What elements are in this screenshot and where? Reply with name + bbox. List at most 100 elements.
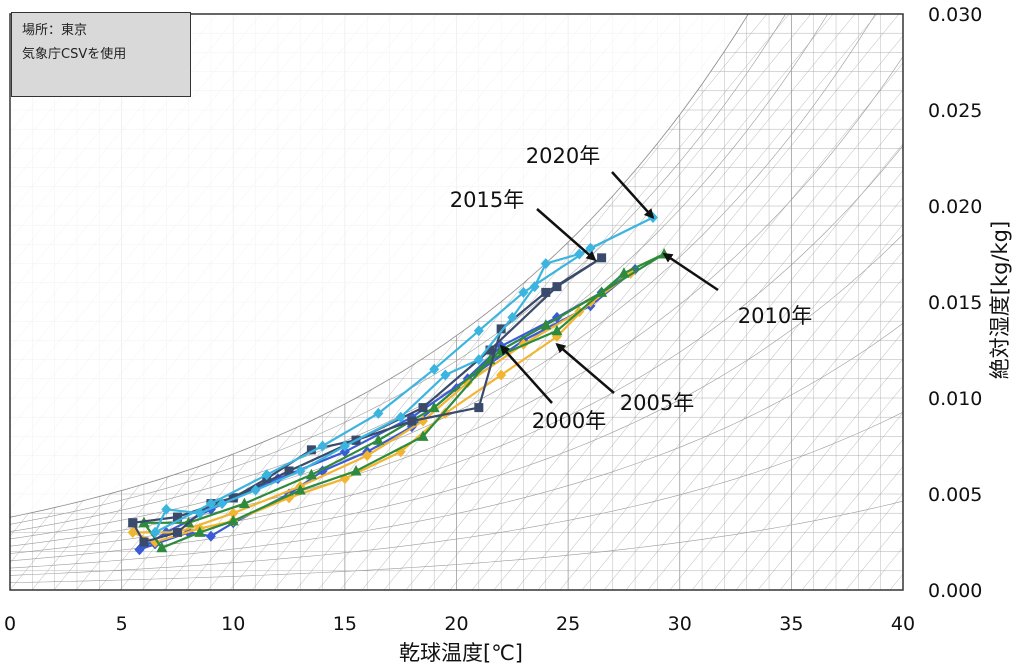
rh-curve <box>10 323 903 569</box>
x-tick-label: 0 <box>4 613 16 635</box>
data-point <box>597 253 607 263</box>
data-point <box>217 498 228 510</box>
y-axis-ticks: 0.000 0.005 0.010 0.015 0.020 0.025 0.030 <box>928 4 982 602</box>
enthalpy-gridline <box>581 197 903 590</box>
annotation-arrow <box>499 344 553 404</box>
data-point <box>350 464 362 476</box>
x-tick-label: 35 <box>779 613 803 635</box>
data-point <box>418 403 428 413</box>
x-axis-title: 乾球温度[℃] <box>399 641 523 665</box>
y-tick-label: 0.005 <box>928 484 982 506</box>
enthalpy-gridline <box>625 250 903 590</box>
enthalpy-gridline <box>405 14 878 590</box>
annotation-arrow <box>536 208 597 262</box>
data-point <box>529 281 540 293</box>
data-point <box>227 514 239 526</box>
psychrometric-grid <box>10 14 903 590</box>
annotation-label: 2020年 <box>526 144 600 168</box>
enthalpy-gridline <box>757 412 903 590</box>
data-point <box>362 450 373 462</box>
data-point <box>156 541 168 553</box>
x-tick-label: 10 <box>221 613 245 635</box>
data-point <box>205 498 216 510</box>
data-point <box>128 518 138 528</box>
data-point <box>134 544 145 556</box>
data-point <box>150 526 161 538</box>
enthalpy-gridline <box>449 35 903 590</box>
enthalpy-gridline <box>647 277 903 590</box>
rh-curve <box>10 14 876 540</box>
y-tick-label: 0.015 <box>928 292 982 314</box>
data-point <box>172 527 182 537</box>
data-point <box>305 468 317 480</box>
source-label: 気象庁CSVを使用 <box>22 47 127 62</box>
data-point <box>440 369 451 381</box>
location-label: 場所：東京 <box>22 23 88 38</box>
enthalpy-gridline <box>493 89 903 590</box>
rh-curve <box>10 14 786 525</box>
enthalpy-gridline <box>691 331 903 590</box>
data-point <box>540 319 552 330</box>
enthalpy-gridline <box>669 304 903 590</box>
data-point <box>194 507 205 519</box>
data-point <box>194 526 206 537</box>
data-point <box>250 484 261 496</box>
data-point <box>574 248 585 260</box>
rh-curve <box>10 56 903 547</box>
info-box: 場所：東京 気象庁CSVを使用 <box>11 12 191 97</box>
data-point <box>507 311 518 323</box>
y-tick-label: 0.010 <box>928 388 982 410</box>
data-point <box>395 411 406 423</box>
data-point <box>294 484 306 495</box>
annotation-label: 2015年 <box>450 188 524 212</box>
x-tick-label: 15 <box>333 613 357 635</box>
annotation-arrow <box>662 252 719 292</box>
y-tick-label: 0.000 <box>928 580 982 602</box>
data-point <box>417 430 429 441</box>
x-tick-label: 20 <box>444 613 468 635</box>
enthalpy-gridline <box>515 116 903 590</box>
data-point <box>228 507 239 519</box>
annotation-label: 2010年 <box>738 304 812 328</box>
rh-curve <box>10 234 903 562</box>
x-tick-label: 40 <box>891 613 915 635</box>
rh-curve <box>10 500 903 584</box>
data-point <box>540 258 551 270</box>
y-tick-label: 0.020 <box>928 196 982 218</box>
data-point <box>496 369 507 381</box>
data-point <box>551 324 563 336</box>
rh-curve <box>10 145 903 554</box>
rh-curve <box>10 411 903 576</box>
data-point <box>428 401 440 413</box>
enthalpy-gridline <box>603 223 903 590</box>
data-point <box>485 345 495 355</box>
data-point <box>473 354 484 366</box>
data-point <box>473 325 484 337</box>
data-point <box>205 530 216 542</box>
enthalpy-gridline <box>735 385 903 590</box>
data-point <box>496 324 506 334</box>
data-point <box>317 440 328 452</box>
data-point <box>284 466 294 476</box>
series-line <box>154 216 655 534</box>
y-tick-label: 0.025 <box>928 100 982 122</box>
enthalpy-gridline <box>779 439 903 590</box>
annotation-label: 2005年 <box>620 391 694 415</box>
data-point <box>172 512 182 522</box>
annotation-label: 2000年 <box>532 409 606 433</box>
enthalpy-gridline <box>537 143 903 590</box>
data-point <box>161 503 172 515</box>
data-point <box>295 465 306 477</box>
enthalpy-gridline <box>559 170 903 590</box>
x-tick-label: 30 <box>668 613 692 635</box>
x-tick-label: 25 <box>556 613 580 635</box>
data-point <box>541 287 551 297</box>
annotation-arrow <box>611 171 655 220</box>
y-tick-label: 0.030 <box>928 4 982 26</box>
x-tick-label: 5 <box>116 613 128 635</box>
enthalpy-gridline <box>713 358 903 590</box>
y-axis-title: 絶対湿度[kg/kg] <box>988 221 1012 379</box>
data-point <box>228 493 238 503</box>
series-layer <box>127 212 670 556</box>
data-point <box>373 407 384 419</box>
